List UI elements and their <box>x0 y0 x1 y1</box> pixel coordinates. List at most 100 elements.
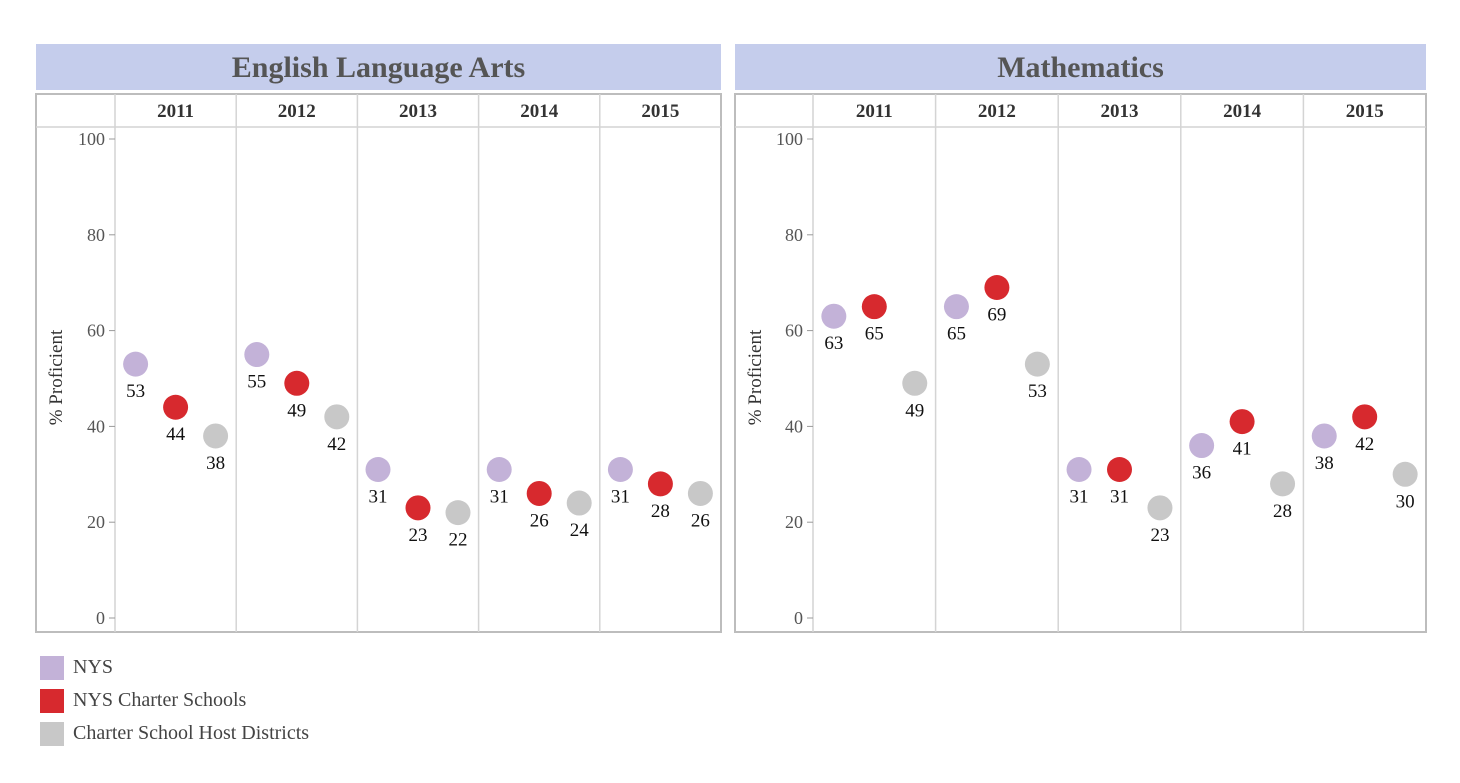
year-label-2012: 2012 <box>978 101 1016 122</box>
data-point-nys-2013 <box>365 457 391 483</box>
data-label-nys-2014: 36 <box>1192 463 1211 484</box>
data-point-host-districts-2014 <box>1270 471 1296 497</box>
data-point-host-districts-2011 <box>902 370 928 396</box>
data-label-charter-schools-2013: 23 <box>409 525 428 546</box>
data-label-host-districts-2015: 26 <box>691 510 710 531</box>
data-point-charter-schools-2011 <box>163 394 189 420</box>
year-label-2015: 2015 <box>1346 101 1384 122</box>
data-point-host-districts-2011 <box>203 423 229 449</box>
data-label-host-districts-2015: 30 <box>1396 491 1415 512</box>
data-point-charter-schools-2015 <box>647 471 673 497</box>
data-point-charter-schools-2015 <box>1352 404 1378 430</box>
data-point-charter-schools-2013 <box>1107 457 1132 483</box>
data-label-host-districts-2011: 38 <box>206 453 225 474</box>
data-point-host-districts-2015 <box>1392 461 1418 487</box>
data-label-host-districts-2014: 28 <box>1273 501 1292 522</box>
data-label-nys-2011: 63 <box>824 333 843 354</box>
legend: NYS NYS Charter Schools Charter School H… <box>40 651 309 750</box>
year-label-2011: 2011 <box>856 101 893 122</box>
legend-swatch-charter-schools <box>40 688 64 713</box>
legend-item-charter-schools: NYS Charter Schools <box>40 684 309 717</box>
data-point-nys-2014 <box>1189 433 1215 459</box>
data-label-charter-schools-2012: 69 <box>987 304 1006 325</box>
legend-label-charter-schools: NYS Charter Schools <box>73 689 247 711</box>
panel-header <box>735 44 1426 90</box>
y-tick-label: 100 <box>776 129 803 149</box>
legend-label-host-districts: Charter School Host Districts <box>73 722 310 744</box>
data-point-host-districts-2012 <box>1024 351 1050 377</box>
data-label-nys-2013: 31 <box>1070 487 1089 508</box>
data-point-charter-schools-2012 <box>284 370 310 396</box>
year-label-2012: 2012 <box>278 101 316 122</box>
y-tick-label: 20 <box>785 512 803 532</box>
data-point-nys-2011 <box>821 303 847 329</box>
data-point-charter-schools-2012 <box>984 274 1010 300</box>
year-label-2014: 2014 <box>1223 101 1262 122</box>
panel-frame <box>35 93 722 633</box>
year-label-2015: 2015 <box>641 101 679 122</box>
data-label-charter-schools-2015: 42 <box>1355 434 1374 455</box>
y-tick-label: 40 <box>87 416 105 436</box>
data-label-nys-2014: 31 <box>490 487 509 508</box>
data-label-host-districts-2013: 22 <box>448 530 467 551</box>
data-point-charter-schools-2014 <box>1229 409 1255 435</box>
panel-title: Mathematics <box>997 51 1164 84</box>
y-tick-label: 0 <box>794 608 803 628</box>
data-point-nys-2015 <box>1311 423 1337 449</box>
y-tick-label: 60 <box>785 321 803 341</box>
panel-header <box>36 44 721 90</box>
panel-title: English Language Arts <box>232 51 525 84</box>
year-label-2013: 2013 <box>399 101 437 122</box>
data-point-nys-2015 <box>607 457 633 483</box>
data-label-nys-2013: 31 <box>369 487 388 508</box>
data-point-host-districts-2014 <box>566 490 592 516</box>
year-label-2014: 2014 <box>520 101 559 122</box>
data-label-charter-schools-2013: 31 <box>1110 487 1129 508</box>
data-point-charter-schools-2011 <box>861 294 887 320</box>
data-point-nys-2012 <box>943 294 969 320</box>
data-point-charter-schools-2013 <box>405 495 431 521</box>
data-label-nys-2012: 55 <box>247 372 266 393</box>
data-point-nys-2013 <box>1066 457 1092 483</box>
data-label-host-districts-2014: 24 <box>570 520 590 541</box>
data-label-charter-schools-2014: 26 <box>530 510 549 531</box>
y-tick-label: 80 <box>785 225 803 245</box>
data-label-charter-schools-2014: 41 <box>1233 439 1252 460</box>
y-tick-label: 20 <box>87 512 105 532</box>
legend-swatch-host-districts <box>40 721 64 746</box>
legend-label-nys: NYS <box>73 656 114 678</box>
data-label-nys-2011: 53 <box>126 381 145 402</box>
data-label-nys-2015: 38 <box>1315 453 1334 474</box>
data-label-host-districts-2012: 42 <box>327 434 346 455</box>
y-tick-label: 80 <box>87 225 105 245</box>
chart-panel-math: Mathematics 2011 2012 2013 2014 2015 0 20 40 60 80… <box>734 44 1427 633</box>
data-point-host-districts-2012 <box>324 404 350 430</box>
data-label-host-districts-2011: 49 <box>905 400 924 421</box>
y-axis-label: % Proficient <box>46 329 67 425</box>
data-point-nys-2011 <box>123 351 149 377</box>
y-tick-label: 100 <box>78 129 105 149</box>
data-label-host-districts-2012: 53 <box>1028 381 1047 402</box>
y-tick-label: 40 <box>785 416 803 436</box>
data-point-host-districts-2013 <box>1147 495 1173 521</box>
data-point-host-districts-2013 <box>445 500 471 526</box>
year-label-2011: 2011 <box>157 101 194 122</box>
data-label-host-districts-2013: 23 <box>1150 525 1169 546</box>
panel-frame <box>734 93 1427 633</box>
y-tick-label: 0 <box>96 608 105 628</box>
year-label-2013: 2013 <box>1101 101 1139 122</box>
data-label-charter-schools-2015: 28 <box>651 501 670 522</box>
data-point-charter-schools-2014 <box>526 480 552 506</box>
data-label-nys-2012: 65 <box>947 324 966 345</box>
data-point-nys-2014 <box>486 457 512 483</box>
legend-item-host-districts: Charter School Host Districts <box>40 717 309 750</box>
data-label-charter-schools-2011: 65 <box>865 324 884 345</box>
data-point-nys-2012 <box>244 342 270 368</box>
data-label-charter-schools-2012: 49 <box>287 400 306 421</box>
legend-item-nys: NYS <box>40 651 309 684</box>
y-axis-label: % Proficient <box>745 329 766 425</box>
y-tick-label: 60 <box>87 321 105 341</box>
legend-swatch-nys <box>40 655 64 680</box>
